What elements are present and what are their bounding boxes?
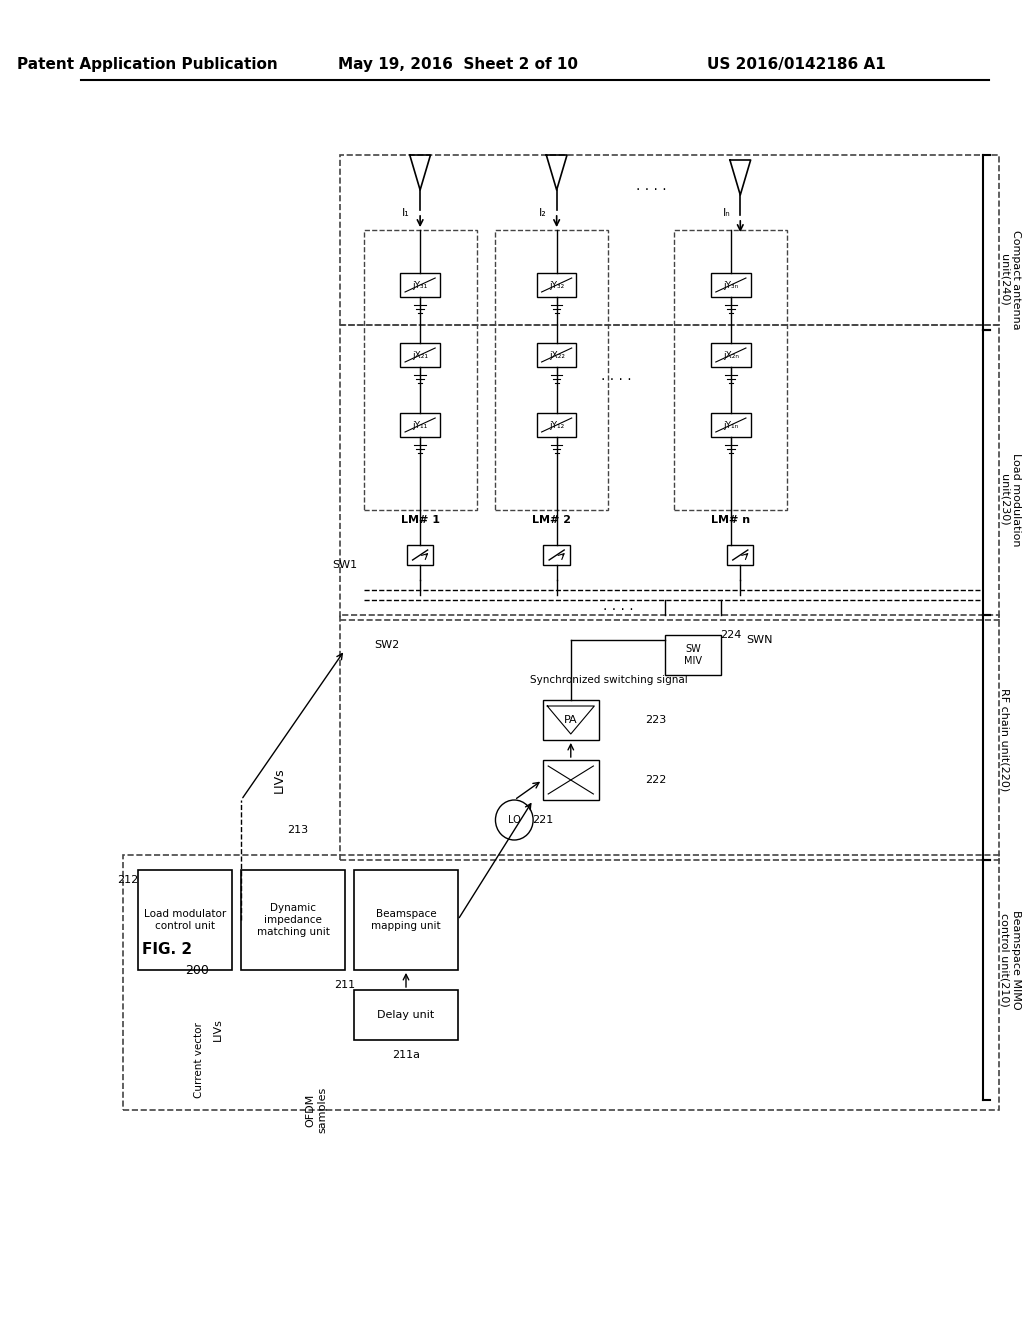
Text: SW2: SW2 [375, 640, 399, 649]
Bar [727, 545, 754, 565]
Bar [400, 343, 440, 367]
Text: Dynamic
impedance
matching unit: Dynamic impedance matching unit [257, 903, 330, 937]
Bar [354, 990, 458, 1040]
Bar [711, 413, 751, 437]
Text: Beamspace
mapping unit: Beamspace mapping unit [371, 909, 440, 931]
Text: Delay unit: Delay unit [378, 1010, 434, 1020]
Text: Synchronized switching signal: Synchronized switching signal [529, 675, 687, 685]
Text: Load modulation
unit(230): Load modulation unit(230) [999, 453, 1021, 546]
Text: 200: 200 [184, 964, 209, 977]
Text: jX₂₁: jX₂₁ [412, 351, 428, 359]
Text: jX₂ₙ: jX₂ₙ [723, 351, 739, 359]
Bar [364, 230, 476, 510]
Text: LM# n: LM# n [712, 515, 751, 525]
Text: · · · ·: · · · · [601, 374, 631, 387]
Bar [711, 273, 751, 297]
Text: jY₁₁: jY₁₁ [413, 421, 428, 429]
Text: Iₙ: Iₙ [723, 209, 731, 218]
Text: 224: 224 [720, 630, 741, 640]
Text: SW1: SW1 [332, 560, 357, 570]
Text: Load modulator
control unit: Load modulator control unit [143, 909, 226, 931]
Bar [242, 870, 345, 970]
Bar [496, 230, 608, 510]
Text: Current vector: Current vector [194, 1022, 204, 1098]
Bar [543, 760, 599, 800]
Text: · · · ·: · · · · [636, 183, 667, 197]
Text: jY₃₂: jY₃₂ [549, 281, 564, 289]
Bar [543, 700, 599, 741]
Text: I₁: I₁ [402, 209, 410, 218]
Bar [124, 855, 999, 1110]
Text: 211: 211 [334, 979, 355, 990]
Bar [665, 635, 722, 675]
Text: LO: LO [508, 814, 520, 825]
Text: 223: 223 [645, 715, 667, 725]
Bar [400, 273, 440, 297]
Text: FIG. 2: FIG. 2 [142, 942, 193, 957]
Text: Beamspace MIMO
control unit(210): Beamspace MIMO control unit(210) [999, 911, 1021, 1010]
Text: US 2016/0142186 A1: US 2016/0142186 A1 [708, 58, 886, 73]
Text: jY₃ₙ: jY₃ₙ [723, 281, 738, 289]
Text: LM# 2: LM# 2 [532, 515, 571, 525]
Text: jY₁₂: jY₁₂ [549, 421, 564, 429]
Bar [400, 413, 440, 437]
Bar [537, 343, 577, 367]
Text: jX₂₂: jX₂₂ [549, 351, 564, 359]
Text: · · · ·: · · · · [602, 603, 633, 616]
Bar [340, 154, 999, 325]
Bar [137, 870, 231, 970]
Text: LM# 1: LM# 1 [400, 515, 439, 525]
Bar [675, 230, 787, 510]
Bar [340, 325, 999, 620]
Bar [407, 545, 433, 565]
Text: May 19, 2016  Sheet 2 of 10: May 19, 2016 Sheet 2 of 10 [338, 58, 578, 73]
Text: 211a: 211a [392, 1049, 420, 1060]
Bar [544, 545, 569, 565]
Bar [340, 615, 999, 861]
Text: jY₁ₙ: jY₁ₙ [723, 421, 738, 429]
Text: 222: 222 [645, 775, 667, 785]
Text: 213: 213 [287, 825, 308, 836]
Text: PA: PA [564, 715, 578, 725]
Text: SWN: SWN [745, 635, 772, 645]
Text: Patent Application Publication: Patent Application Publication [16, 58, 278, 73]
Text: OFDM
samples: OFDM samples [306, 1086, 328, 1133]
Bar [537, 413, 577, 437]
Text: RF chain unit(220): RF chain unit(220) [999, 688, 1010, 792]
Bar [537, 273, 577, 297]
Text: 212: 212 [118, 875, 139, 884]
Text: SW
MIV: SW MIV [684, 644, 702, 665]
Text: jY₃₁: jY₃₁ [413, 281, 428, 289]
Text: LIVs: LIVs [213, 1019, 222, 1041]
Text: I₂: I₂ [539, 209, 547, 218]
Bar [711, 343, 751, 367]
Text: Compact antenna
unit(240): Compact antenna unit(240) [999, 230, 1021, 330]
Text: LIVs: LIVs [272, 767, 286, 793]
Bar [354, 870, 458, 970]
Text: 221: 221 [531, 814, 553, 825]
